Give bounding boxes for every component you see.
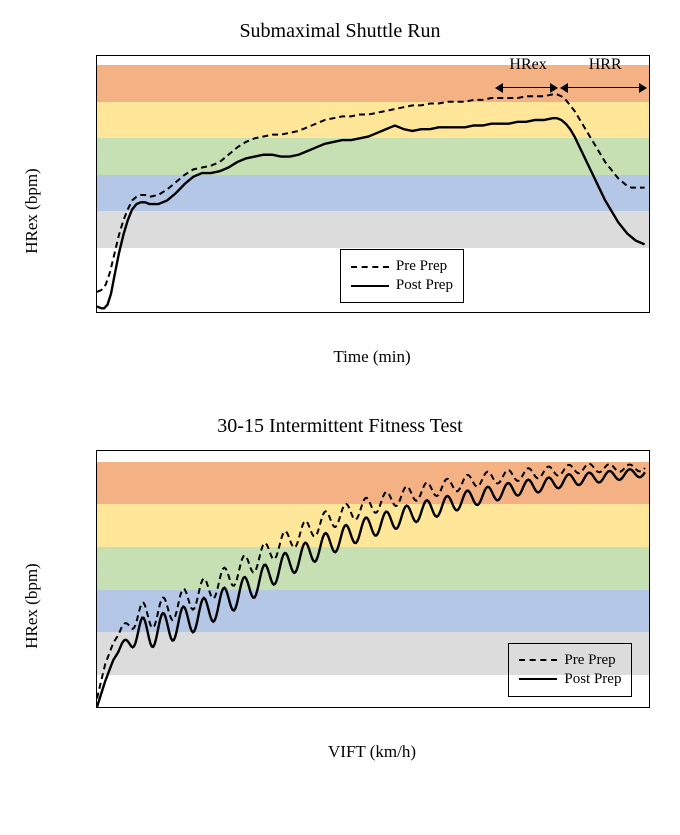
annotation-arrow: [561, 87, 646, 88]
x-tick: [381, 707, 382, 708]
x-tick-label: 19: [536, 707, 551, 708]
x-tick: [360, 312, 361, 313]
x-tick-label: 21: [617, 707, 632, 708]
x-tick-label: 8: [96, 707, 101, 708]
x-tick-label: 16: [414, 707, 429, 708]
x-tick: [272, 312, 273, 313]
bottom-legend: Pre Prep Post Prep: [508, 643, 632, 697]
x-tick: [447, 312, 448, 313]
bottom-title: 30-15 Intermittent Fitness Test: [20, 415, 660, 438]
x-tick-label: 12: [252, 707, 267, 708]
legend-label: Post Prep: [396, 277, 453, 294]
legend-item: Post Prep: [351, 277, 453, 294]
bottom-x-title: VIFT (km/h): [96, 742, 648, 762]
y-tick: [96, 707, 97, 708]
legend-swatch: [519, 659, 557, 661]
x-tick: [462, 707, 463, 708]
x-tick-label: 6: [619, 312, 627, 313]
x-tick-label: 10: [171, 707, 186, 708]
x-tick: [97, 707, 98, 708]
figure: Submaximal Shuttle Run HRex (bpm) 608010…: [0, 0, 680, 787]
x-tick: [341, 707, 342, 708]
x-tick: [625, 707, 626, 708]
x-tick: [535, 312, 536, 313]
x-tick: [300, 707, 301, 708]
legend-label: Pre Prep: [564, 652, 615, 669]
legend-label: Pre Prep: [396, 258, 447, 275]
arrow-head-left: [560, 83, 568, 93]
annotation-arrow: [496, 87, 557, 88]
x-tick-label: 13: [292, 707, 307, 708]
bottom-plot-area: 8010012014016018020089101112131415161718…: [96, 450, 650, 708]
top-y-title: HRex (bpm): [22, 168, 42, 253]
x-tick: [543, 707, 544, 708]
top-title: Submaximal Shuttle Run: [20, 20, 660, 43]
x-tick: [503, 707, 504, 708]
x-tick: [138, 707, 139, 708]
annotation-hrr: HRR: [589, 56, 622, 74]
top-legend: Pre Prep Post Prep: [340, 249, 464, 303]
legend-item: Pre Prep: [351, 258, 453, 275]
bottom-y-title: HRex (bpm): [22, 563, 42, 648]
x-tick-label: 5: [531, 312, 539, 313]
x-tick: [623, 312, 624, 313]
x-tick: [584, 707, 585, 708]
legend-swatch: [351, 285, 389, 287]
arrow-head-right: [550, 83, 558, 93]
top-x-title: Time (min): [96, 347, 648, 367]
x-tick: [259, 707, 260, 708]
x-tick-label: 4: [444, 312, 452, 313]
x-tick: [178, 707, 179, 708]
y-tick: [96, 312, 97, 313]
x-tick: [422, 707, 423, 708]
arrow-head-right: [639, 83, 647, 93]
legend-label: Post Prep: [564, 671, 621, 688]
x-tick-label: 15: [374, 707, 389, 708]
panel-bottom: 30-15 Intermittent Fitness Test HRex (bp…: [20, 415, 660, 762]
x-tick-label: 20: [577, 707, 592, 708]
x-tick: [185, 312, 186, 313]
x-tick-label: 17: [455, 707, 470, 708]
x-tick-label: 2: [268, 312, 276, 313]
x-tick-label: 14: [333, 707, 348, 708]
legend-item: Pre Prep: [519, 652, 621, 669]
annotation-hrex: HRex: [509, 56, 546, 74]
x-tick-label: 18: [495, 707, 510, 708]
legend-swatch: [519, 678, 557, 680]
x-tick-label: 9: [134, 707, 142, 708]
x-tick-label: 1: [181, 312, 189, 313]
x-tick-label: 3: [356, 312, 364, 313]
panel-top: Submaximal Shuttle Run HRex (bpm) 608010…: [20, 20, 660, 367]
x-tick-label: 11: [212, 707, 226, 708]
legend-swatch: [351, 266, 389, 268]
legend-item: Post Prep: [519, 671, 621, 688]
x-tick: [219, 707, 220, 708]
arrow-head-left: [495, 83, 503, 93]
top-plot-area: 6080100120140160180200123456Pre PrepPost…: [96, 55, 650, 313]
